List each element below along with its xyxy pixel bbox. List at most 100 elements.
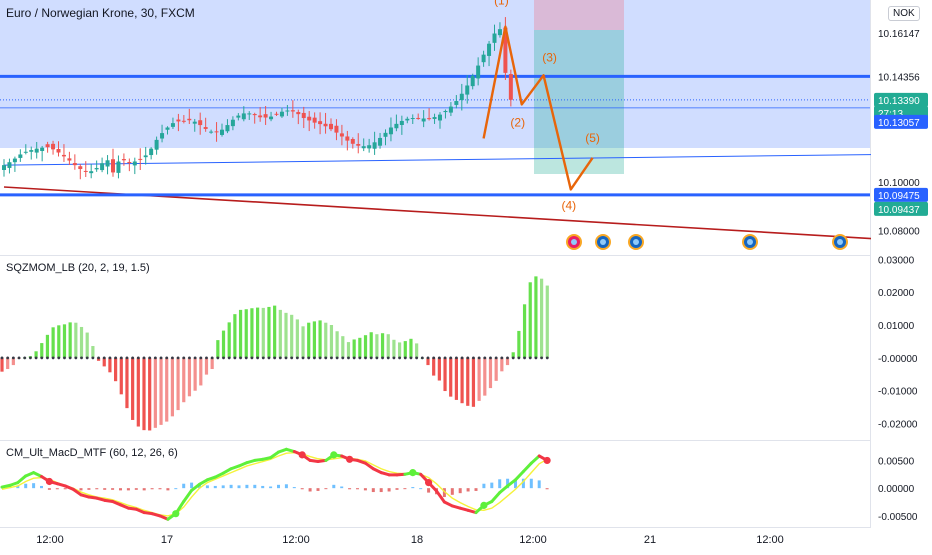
range-zone[interactable] — [0, 0, 870, 148]
candle — [170, 117, 175, 129]
sqzmom-bar — [244, 309, 248, 358]
sqzmom-bar — [352, 339, 356, 358]
blue-event-icon[interactable] — [742, 234, 758, 250]
candle-body — [383, 132, 388, 137]
squeeze-dot — [46, 356, 49, 360]
currency-badge[interactable]: NOK — [888, 6, 920, 21]
candle-body — [454, 101, 459, 105]
macd-histogram-bar — [419, 488, 423, 490]
sqzmom-bar — [409, 338, 413, 358]
sqzmom-bar — [335, 331, 339, 358]
time-scale[interactable] — [0, 528, 932, 550]
candle-body — [481, 54, 486, 63]
squeeze-dot — [11, 356, 15, 360]
squeeze-dot — [153, 356, 157, 360]
candle-body — [181, 120, 186, 122]
candle — [448, 102, 453, 117]
candle — [111, 148, 115, 177]
sqzmom-bar — [454, 357, 458, 400]
candle — [230, 116, 235, 131]
macd-cross-dot — [543, 456, 551, 465]
candle — [154, 136, 159, 155]
macd-histogram-bar — [387, 488, 391, 492]
candle-body — [192, 121, 197, 124]
squeeze-dot — [57, 356, 61, 360]
candle-body — [307, 116, 312, 121]
candle-body — [225, 125, 230, 132]
candle-body — [410, 118, 415, 120]
price-label: 10.08000 — [878, 227, 920, 238]
macd-line-segment — [363, 461, 375, 471]
candle — [454, 95, 459, 109]
macd-axis-label: 0.00000 — [878, 484, 915, 495]
candle-body — [323, 123, 328, 127]
squeeze-dot — [267, 356, 271, 360]
elliott-wave-path[interactable] — [482, 25, 594, 191]
squeeze-dot — [466, 356, 470, 360]
sqzmom-bar — [466, 357, 470, 406]
sqzmom-bar — [182, 357, 186, 403]
trendline-channel-lower[interactable] — [3, 153, 904, 166]
sqzmom-bar — [471, 357, 476, 407]
sqzmom-bar — [403, 341, 407, 358]
squeeze-dot — [494, 356, 498, 360]
candle — [323, 112, 328, 134]
macd-histogram-bar — [379, 488, 383, 493]
candle — [388, 117, 393, 142]
macd-histogram-bar — [47, 488, 51, 490]
red-event-icon[interactable] — [566, 234, 582, 250]
candle-body — [301, 112, 306, 119]
sqzmom-bar — [256, 307, 260, 358]
candle-body — [220, 129, 224, 135]
candle — [127, 158, 132, 172]
macd-histogram-bar — [450, 488, 454, 495]
candle — [138, 148, 143, 171]
macd-histogram-bar — [308, 488, 312, 492]
sqzmom-bar — [494, 357, 498, 381]
price-label-text: 10.09475 — [878, 191, 920, 202]
blue-event-icon[interactable] — [595, 234, 611, 250]
squeeze-dot — [381, 356, 384, 360]
squeeze-dot — [290, 356, 294, 360]
price-label: 10.16147 — [878, 29, 920, 40]
candle-body — [127, 162, 132, 164]
squeeze-dot — [165, 356, 169, 360]
candle-body — [258, 115, 263, 118]
candle-body — [252, 114, 257, 116]
stop-zone[interactable] — [534, 0, 624, 30]
time-axis-label: 12:00 — [282, 534, 310, 546]
sqzmom-bar — [398, 342, 402, 358]
macd-histogram-bar — [190, 482, 194, 489]
candle-body — [160, 133, 165, 139]
candle — [296, 109, 301, 125]
price-label-bg — [874, 114, 928, 129]
macd-cross-dot — [45, 477, 54, 486]
sqzmom-bar — [534, 276, 538, 358]
squeeze-dot — [273, 356, 277, 360]
candle-body — [187, 118, 192, 121]
macd-signal-line — [1, 451, 548, 517]
candle-body — [241, 113, 246, 120]
macd-line-segment — [182, 488, 194, 503]
macd-cross-dot — [298, 451, 306, 459]
macd-line-segment — [490, 491, 502, 503]
macd-histogram-bar — [514, 479, 517, 489]
macd-line-segment — [498, 484, 510, 495]
sqzmom-axis-label: 0.01000 — [878, 321, 915, 332]
sqzmom-bar — [165, 357, 169, 422]
blue-event-icon[interactable] — [628, 234, 644, 250]
candle — [45, 141, 50, 153]
squeeze-dot — [91, 356, 95, 360]
macd-histogram-bar — [213, 485, 217, 489]
candle — [465, 75, 470, 104]
candle-body — [143, 155, 148, 158]
blue-event-icon[interactable] — [832, 234, 848, 250]
candle — [252, 112, 257, 124]
candle — [61, 144, 66, 162]
macd-line-segment — [506, 478, 517, 488]
price-label-text: 10.14356 — [878, 72, 920, 83]
squeeze-dot — [148, 356, 152, 360]
sqzmom-bar — [324, 322, 328, 358]
price-scale[interactable] — [871, 0, 932, 550]
